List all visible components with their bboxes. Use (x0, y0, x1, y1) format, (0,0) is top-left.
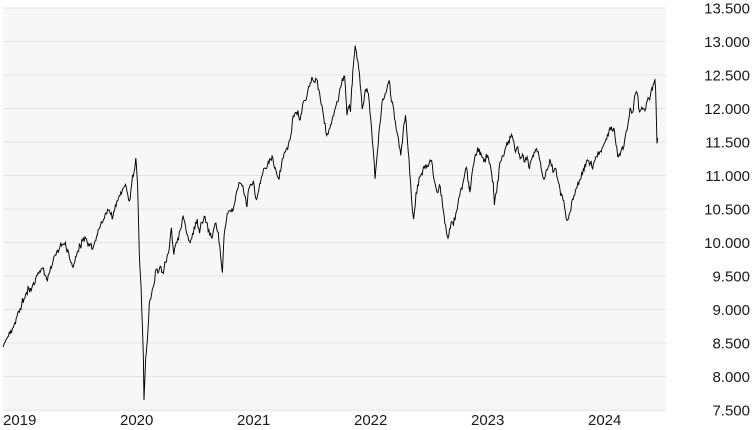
y-axis-label: 10.500 (704, 202, 750, 219)
x-axis-label: 2024 (588, 412, 621, 429)
y-axis-label: 10.000 (704, 235, 750, 252)
y-axis-label: 11.500 (705, 135, 750, 152)
x-axis-label: 2023 (471, 412, 504, 429)
price-line (2, 45, 659, 400)
gridlines (3, 7, 666, 411)
y-axis-label: 12.000 (704, 101, 750, 118)
plot-background (3, 8, 666, 412)
x-axis-label: 2019 (3, 412, 36, 429)
x-axis-label: 2022 (354, 412, 387, 429)
y-axis-label: 13.500 (704, 1, 750, 18)
y-axis-label: 12.500 (704, 68, 750, 85)
y-axis-label: 9.500 (712, 269, 750, 286)
y-axis-labels: 13.500 13.000 12.500 12.000 11.500 11.000 10.5… (704, 1, 750, 420)
y-axis-label: 8.000 (712, 369, 750, 386)
x-axis-label: 2021 (237, 412, 270, 429)
y-axis-label: 8.500 (712, 336, 750, 353)
y-axis-label: 7.500 (712, 403, 750, 420)
y-axis-label: 11.000 (705, 168, 750, 185)
x-axis-label: 2020 (120, 412, 153, 429)
y-axis-label: 9.000 (712, 302, 750, 319)
x-axis-labels: 2019 2020 2021 2022 2023 2024 (3, 412, 621, 429)
y-axis-label: 13.000 (704, 34, 750, 51)
